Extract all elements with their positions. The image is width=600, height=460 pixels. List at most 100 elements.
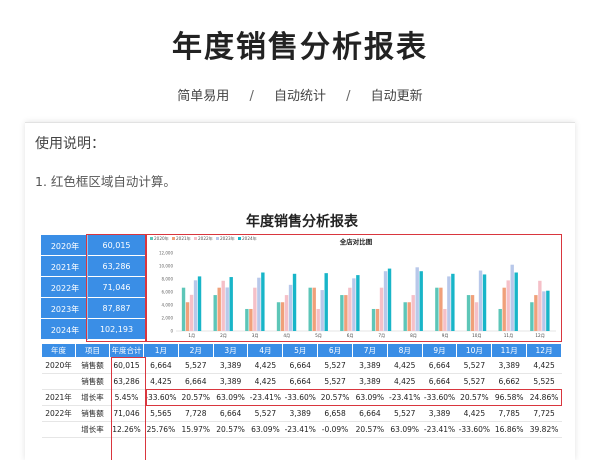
month-value-cell: 5,527	[178, 357, 214, 374]
column-header: 项目	[75, 343, 110, 358]
bar	[375, 308, 380, 331]
bar	[546, 290, 550, 331]
month-value-cell: 5,525	[526, 373, 562, 390]
year-label: 2023年	[50, 305, 80, 314]
column-header: 1月	[143, 343, 179, 358]
table-row: 2022年 销售额 71,046 5,565 7,728 6,664 5,527 3,389 6…	[41, 405, 562, 422]
bar	[249, 308, 253, 331]
column-header: 6月	[317, 343, 353, 358]
column-header: 3月	[212, 343, 249, 358]
x-tick-label: 7月	[378, 333, 385, 339]
month-value-cell: 7,728	[178, 405, 214, 422]
column-header: 年度	[41, 343, 76, 358]
metric-cell: 销售额	[75, 405, 110, 422]
x-tick-label: 2月	[220, 333, 227, 339]
column-header: 11月	[491, 343, 528, 358]
bar	[439, 287, 443, 331]
column-header: 8月	[386, 343, 423, 358]
month-value-cell: 4,425	[247, 357, 283, 374]
spreadsheet-preview: 年度销售分析报表 2020年 60,015 2021年 63,286 2022年…	[39, 211, 565, 460]
month-value-cell: 63.09%	[247, 421, 283, 438]
separator: /	[346, 89, 351, 104]
bar	[510, 264, 514, 331]
bar	[280, 302, 285, 331]
bar	[419, 271, 423, 331]
y-tick-label: 2,000	[162, 316, 174, 321]
month-value-cell: 3,389	[422, 405, 457, 422]
metric-cell: 销售额	[75, 373, 110, 390]
x-tick-label: 10月	[472, 333, 482, 339]
table-row: 2021年 增长率 5.45% -33.60% 20.57% 63.09% -23.41% -…	[41, 389, 562, 406]
y-tick-label: 6,000	[162, 290, 174, 295]
bar	[340, 295, 344, 331]
bar	[407, 302, 411, 331]
year-summary-row: 2022年 71,046	[41, 277, 145, 298]
month-value-cell: 20.57%	[213, 421, 248, 438]
month-value-cell: 25.76%	[143, 421, 179, 438]
column-header: 7月	[351, 343, 388, 358]
bar	[435, 287, 439, 331]
year-label: 2020年	[50, 242, 80, 251]
bar	[534, 295, 538, 331]
year-cell: 2021年	[41, 389, 76, 406]
column-header: 年度合计	[109, 343, 144, 358]
month-value-cell: 5,527	[317, 357, 353, 374]
month-value-cell: 6,664	[282, 373, 318, 390]
month-value-cell: 15.97%	[178, 421, 214, 438]
metric-cell: 销售额	[75, 357, 110, 374]
metric-cell: 增长率	[75, 421, 110, 438]
bar	[292, 273, 297, 331]
year-summary-row: 2021年 63,286	[41, 256, 145, 277]
month-value-cell: -23.41%	[282, 421, 318, 438]
bar	[356, 275, 360, 331]
growth-rate-highlight	[146, 389, 562, 406]
legend-label: 2023年	[220, 235, 235, 242]
month-value-cell: 6,664	[143, 357, 179, 374]
table-row: 2020年 销售额 60,015 6,664 5,527 3,389 4,425 6,664 5…	[41, 357, 562, 374]
table-row: 增长率 12.26% 25.76% 15.97% 20.57% 63.09% -23.41%…	[41, 421, 562, 438]
bar	[478, 270, 483, 331]
sheet-title: 年度销售分析报表	[246, 214, 358, 230]
year-total: 63,286	[87, 256, 145, 277]
bar	[225, 287, 229, 331]
bar	[316, 308, 320, 331]
legend-label: 2024年	[242, 235, 257, 242]
month-value-cell: 4,425	[456, 405, 492, 422]
month-value-cell: 6,664	[178, 373, 214, 390]
y-tick-label: 10,000	[159, 264, 173, 269]
bar	[348, 287, 352, 331]
month-value-cell: 63.09%	[387, 421, 423, 438]
bar	[253, 287, 257, 331]
x-tick-label: 9月	[442, 333, 449, 339]
bar	[193, 280, 198, 331]
table-header-row: 年度 项目 年度合计 1月 2月 3月 4月 5月 6月 7月 8月 9月 10月 11月 12月	[41, 343, 562, 358]
x-tick-label: 6月	[347, 333, 354, 339]
month-value-cell: 20.57%	[352, 421, 388, 438]
month-value-cell: 4,425	[247, 373, 283, 390]
bar	[261, 272, 265, 331]
bar	[308, 287, 312, 331]
bar	[530, 302, 534, 331]
y-tick-label: 12,000	[159, 251, 173, 256]
month-value-cell: 5,527	[456, 357, 492, 374]
x-tick-label: 3月	[252, 333, 259, 339]
preview-card: 使用说明： 1. 红色框区域自动计算。 年度销售分析报表 2020年 60,01…	[25, 122, 575, 460]
metric-cell: 增长率	[75, 389, 110, 406]
month-value-cell: -0.09%	[317, 421, 353, 438]
column-header: 9月	[421, 343, 458, 358]
month-value-cell: 4,425	[387, 357, 423, 374]
column-header: 12月	[526, 343, 562, 358]
month-value-cell: -23.41%	[422, 421, 457, 438]
bar	[312, 287, 316, 331]
bar	[284, 295, 289, 331]
chart-legend: 2020年 2021年 2022年 2023年 2024年	[150, 235, 257, 242]
bar	[257, 277, 261, 331]
month-value-cell: 6,664	[422, 373, 457, 390]
year-label: 2024年	[50, 326, 80, 335]
bar	[415, 267, 419, 331]
bar	[387, 268, 392, 331]
month-value-cell: -33.60%	[456, 421, 492, 438]
bar	[447, 276, 451, 331]
annual-total-highlight	[111, 357, 146, 460]
bar	[514, 272, 518, 331]
